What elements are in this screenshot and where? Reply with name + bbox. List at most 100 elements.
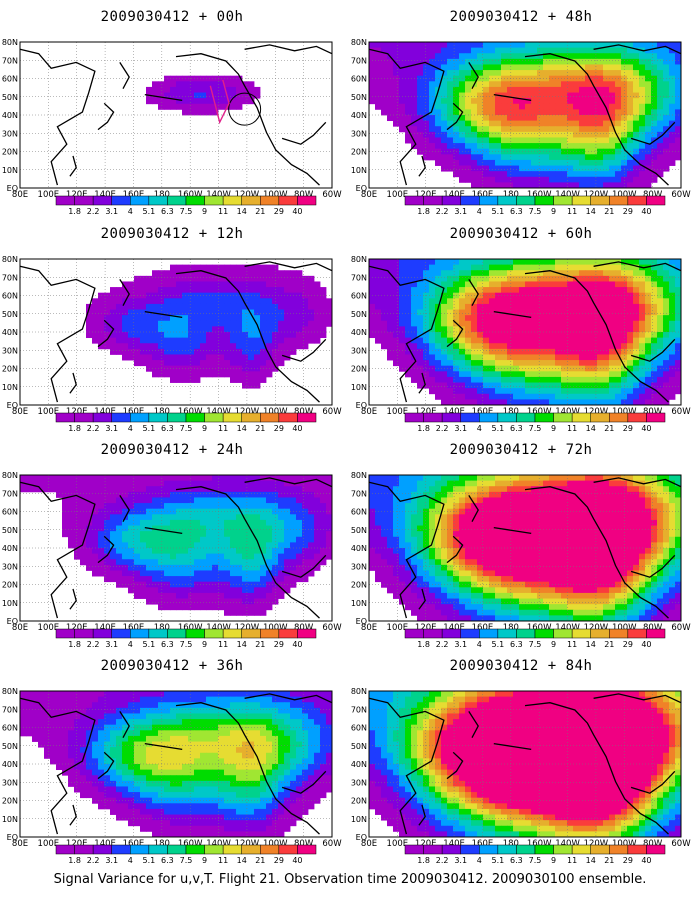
variance-cell <box>447 53 454 60</box>
variance-cell <box>200 696 207 703</box>
variance-cell <box>260 309 267 316</box>
variance-cell <box>242 81 249 88</box>
variance-cell <box>519 165 526 172</box>
variance-cell <box>284 298 291 305</box>
variance-cell <box>471 47 478 54</box>
variance-cell <box>110 536 117 543</box>
variance-cell <box>320 792 327 799</box>
variance-cell <box>98 553 105 560</box>
variance-cell <box>104 719 111 726</box>
lat-label: 40N <box>2 328 18 337</box>
variance-cell <box>200 831 207 838</box>
variance-cell <box>284 752 291 759</box>
variance-cell <box>573 303 580 310</box>
variance-cell <box>399 120 406 127</box>
variance-cell <box>525 131 532 138</box>
variance-cell <box>248 497 255 504</box>
variance-cell <box>597 120 604 127</box>
variance-cell <box>639 109 646 116</box>
variance-cell <box>272 536 279 543</box>
variance-cell <box>621 137 628 144</box>
variance-cell <box>146 98 153 105</box>
variance-cell <box>122 536 129 543</box>
variance-cell <box>561 298 568 305</box>
variance-cell <box>441 58 448 65</box>
variance-cell <box>104 691 111 698</box>
variance-cell <box>507 137 514 144</box>
variance-cell <box>134 281 141 288</box>
variance-cell <box>104 696 111 703</box>
variance-cell <box>417 287 424 294</box>
variance-cell <box>567 98 574 105</box>
variance-cell <box>212 604 219 611</box>
variance-cell <box>62 491 69 498</box>
variance-cell <box>152 332 159 339</box>
variance-cell <box>140 576 147 583</box>
variance-cell <box>495 270 502 277</box>
variance-cell <box>320 326 327 333</box>
variance-cell <box>429 303 436 310</box>
colorbar-tick-label: 7.5 <box>180 856 193 865</box>
variance-cell <box>32 480 39 487</box>
colorbar-tick-label: 29 <box>274 856 284 865</box>
variance-cell <box>597 81 604 88</box>
variance-cell <box>170 719 177 726</box>
variance-cell <box>218 786 225 793</box>
variance-cell <box>290 503 297 510</box>
variance-cell <box>152 536 159 543</box>
variance-cell <box>645 303 652 310</box>
variance-cell <box>417 103 424 110</box>
variance-cell <box>188 559 195 566</box>
variance-cell <box>206 371 213 378</box>
variance-cell <box>537 281 544 288</box>
lon-label: 120E <box>415 190 437 200</box>
variance-cell <box>86 780 93 787</box>
variance-cell <box>146 343 153 350</box>
variance-cell <box>140 475 147 482</box>
variance-cell <box>561 58 568 65</box>
variance-cell <box>62 719 69 726</box>
variance-cell <box>242 814 249 821</box>
variance-cell <box>200 360 207 367</box>
variance-cell <box>152 531 159 538</box>
variance-cell <box>128 564 135 571</box>
variance-cell <box>296 576 303 583</box>
variance-cell <box>212 752 219 759</box>
variance-cell <box>621 53 628 60</box>
variance-cell <box>146 702 153 709</box>
variance-cell <box>158 519 165 526</box>
variance-cell <box>591 303 598 310</box>
variance-cell <box>152 275 159 282</box>
variance-cell <box>573 109 580 116</box>
lat-label: 80N <box>351 38 367 47</box>
variance-cell <box>296 531 303 538</box>
variance-cell <box>266 587 273 594</box>
variance-cell <box>369 259 376 266</box>
variance-cell <box>164 831 171 838</box>
variance-cell <box>140 570 147 577</box>
variance-cell <box>50 696 57 703</box>
variance-cell <box>639 281 646 288</box>
variance-cell <box>200 309 207 316</box>
variance-cell <box>116 752 123 759</box>
variance-cell <box>152 92 159 99</box>
variance-cell <box>200 536 207 543</box>
variance-cell <box>615 281 622 288</box>
variance-cell <box>254 570 261 577</box>
variance-cell <box>194 752 201 759</box>
variance-cell <box>561 53 568 60</box>
variance-cell <box>483 131 490 138</box>
variance-cell <box>152 741 159 748</box>
lon-label: 100E <box>38 623 60 633</box>
variance-cell <box>459 259 466 266</box>
variance-cell <box>218 503 225 510</box>
variance-cell <box>206 92 213 99</box>
coastline <box>144 310 183 319</box>
variance-cell <box>423 154 430 161</box>
variance-cell <box>194 519 201 526</box>
variance-cell <box>435 270 442 277</box>
variance-cell <box>140 337 147 344</box>
variance-cell <box>645 98 652 105</box>
variance-cell <box>62 503 69 510</box>
variance-cell <box>501 298 508 305</box>
